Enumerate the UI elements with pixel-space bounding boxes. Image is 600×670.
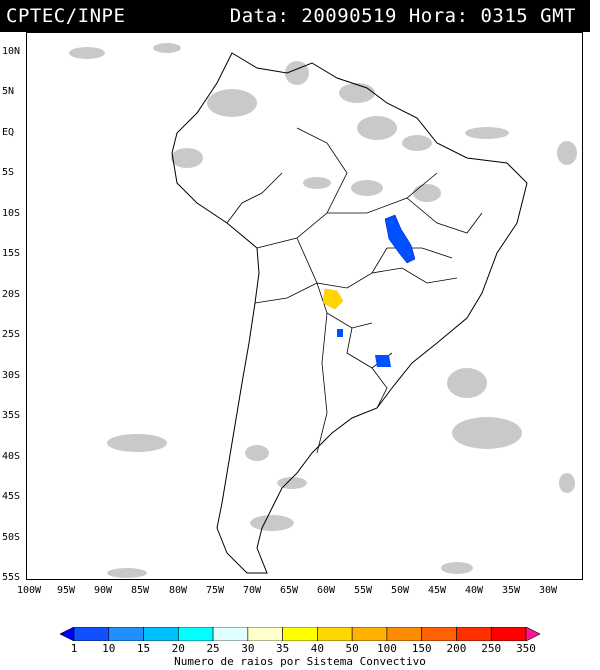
map-frame xyxy=(26,32,583,580)
colorbar-swatch xyxy=(421,627,457,641)
colorbar-tick-label: 250 xyxy=(481,642,502,655)
lon-label: 65W xyxy=(279,585,299,596)
colorbar-tick-label: 20 xyxy=(171,642,185,655)
lat-label: 45S xyxy=(2,491,21,502)
colorbar-swatch xyxy=(317,627,353,641)
colorbar-arrow-left xyxy=(60,627,75,641)
colorbar-swatch xyxy=(490,627,527,641)
colorbar-swatch xyxy=(386,627,422,641)
lat-label: 10N xyxy=(2,46,21,57)
country-borders xyxy=(226,127,483,454)
colorbar-tick-label: 50 xyxy=(345,642,359,655)
colorbar-swatch xyxy=(282,627,318,641)
lat-label: 55S xyxy=(2,572,21,583)
colorbar-tick-label: 35 xyxy=(275,642,290,655)
colorbar-swatch xyxy=(351,627,388,641)
colorbar-swatch xyxy=(212,627,249,641)
colorbar-labels: 1 10 15 20 25 30 35 40 50 100 150 200 250 350 xyxy=(0,642,600,656)
source-label: CPTEC/INPE xyxy=(6,5,126,27)
colorbar-swatch xyxy=(247,627,283,641)
lat-label: 15S xyxy=(2,248,21,259)
lat-label: 30S xyxy=(2,370,21,381)
colorbar-swatch xyxy=(108,627,144,641)
colorbar-swatch xyxy=(143,627,179,641)
lat-label: 40S xyxy=(2,451,21,462)
colorbar-arrow-right xyxy=(525,627,540,641)
lat-label: 25S xyxy=(2,329,21,340)
colorbar-tick-label: 40 xyxy=(310,642,324,655)
lat-label: 10S xyxy=(2,208,21,219)
colorbar-tick-label: 100 xyxy=(376,642,397,655)
colorbar-tick-label: 30 xyxy=(241,642,255,655)
header-bar: CPTEC/INPE Data: 20090519 Hora: 0315 GMT xyxy=(0,0,590,32)
colorbar-tick-label: 25 xyxy=(206,642,220,655)
lon-label: 50W xyxy=(390,585,410,596)
lat-label: EQ xyxy=(2,127,15,138)
lon-label: 90W xyxy=(93,585,113,596)
lat-label: 50S xyxy=(2,532,21,543)
lon-label: 75W xyxy=(205,585,225,596)
convective-cells xyxy=(322,214,416,367)
lon-label: 30W xyxy=(538,585,558,596)
lat-label: 5S xyxy=(2,167,15,178)
colorbar-tick-label: 15 xyxy=(136,642,151,655)
colorbar-swatch xyxy=(456,627,492,641)
lat-label: 20S xyxy=(2,289,21,300)
lon-label: 45W xyxy=(427,585,447,596)
lon-label: 80W xyxy=(168,585,188,596)
lon-label: 100W xyxy=(16,585,42,596)
colorbar-tick-label: 10 xyxy=(102,642,116,655)
lon-label: 70W xyxy=(242,585,262,596)
lon-label: 95W xyxy=(56,585,76,596)
lon-label: 60W xyxy=(316,585,336,596)
colorbar-tick-label: 200 xyxy=(446,642,467,655)
colorbar-caption: Numero de raios por Sistema Convectivo xyxy=(174,655,426,668)
cloud-layer xyxy=(69,43,577,578)
lat-label: 35S xyxy=(2,410,21,421)
colorbar-tick-label: 350 xyxy=(516,642,536,655)
colorbar-tick-label: 150 xyxy=(411,642,432,655)
colorbar-swatch xyxy=(178,627,214,641)
lat-label: 5N xyxy=(2,86,15,97)
lon-label: 85W xyxy=(130,585,150,596)
lon-label: 35W xyxy=(501,585,521,596)
colorbar-tick-label: 1 xyxy=(70,642,78,655)
colorbar-swatch xyxy=(73,627,110,641)
map-svg xyxy=(69,43,577,578)
datetime-label: Data: 20090519 Hora: 0315 GMT xyxy=(229,5,576,27)
lon-label: 55W xyxy=(353,585,373,596)
colorbar xyxy=(60,627,540,641)
map-area: 10N 5N EQ 5S 10S 15S 20S 25S 30S 35S 40S… xyxy=(0,32,600,607)
lon-label: 40W xyxy=(464,585,484,596)
